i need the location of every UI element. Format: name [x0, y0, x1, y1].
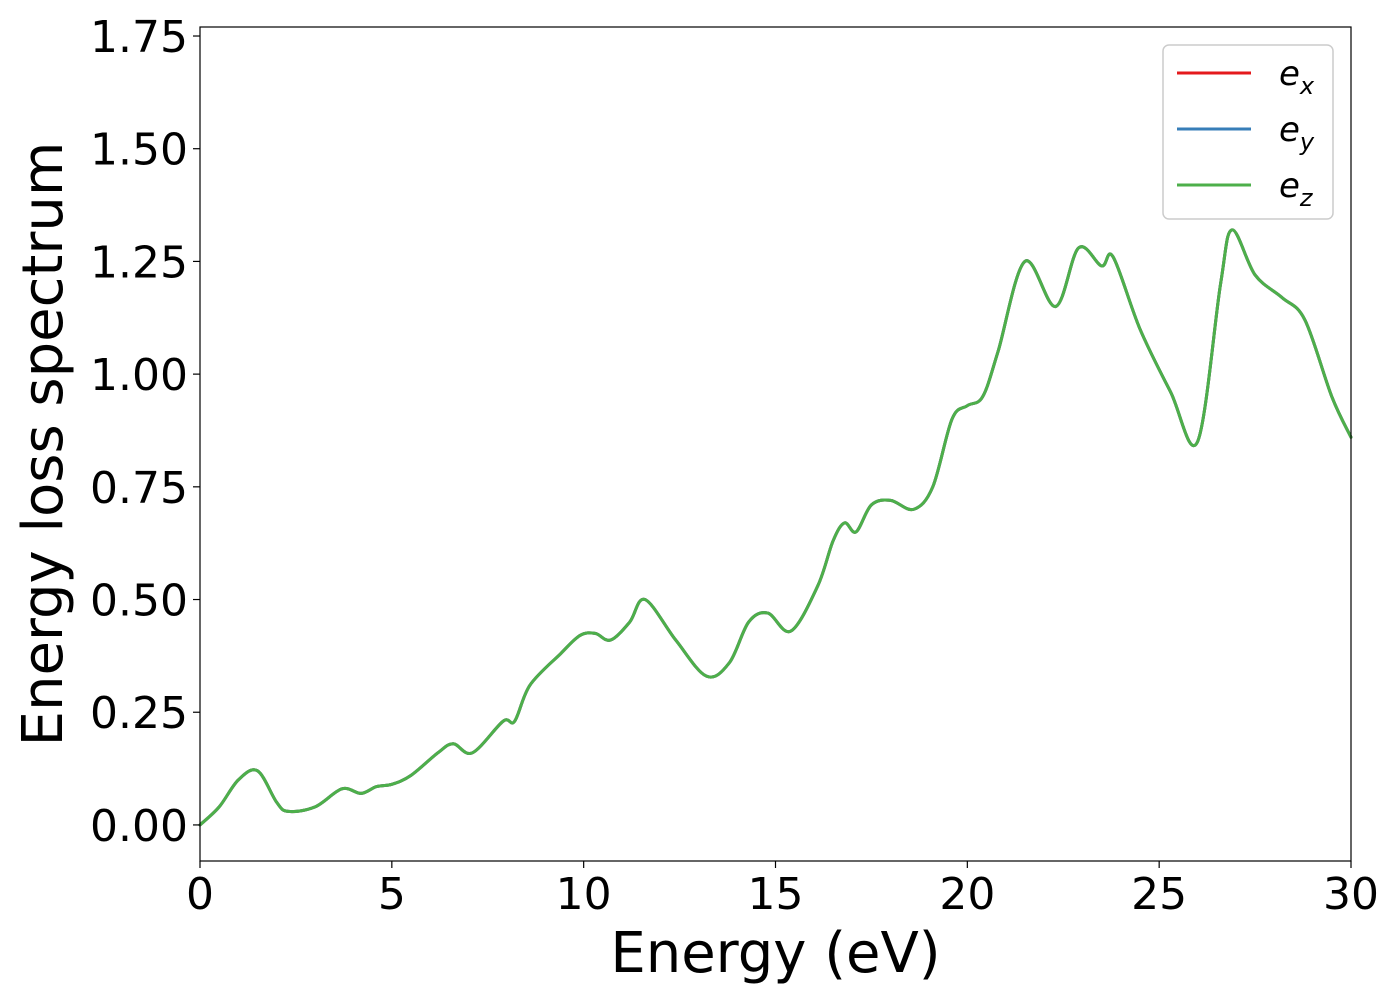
- legend-label-subscript: x: [1299, 72, 1315, 100]
- y-tick-label: 0.25: [90, 688, 188, 739]
- y-tick-label: 1.00: [90, 350, 188, 401]
- y-tick-label: 1.25: [90, 237, 188, 288]
- legend-label-x: ex: [1279, 54, 1315, 100]
- x-tick-label: 15: [748, 869, 804, 920]
- legend-box: [1162, 44, 1334, 220]
- series-line-e-y: [198, 228, 1353, 827]
- x-tick-label: 30: [1323, 869, 1379, 920]
- y-tick-label: 0.75: [90, 463, 188, 514]
- x-tick-label: 20: [939, 869, 995, 920]
- y-axis-ticks: 0.00 0.25 0.50 0.75 1.00 1.25 1.50 1.75: [90, 12, 200, 852]
- x-tick-label: 10: [556, 869, 612, 920]
- x-tick-label: 0: [186, 869, 214, 920]
- x-tick-label: 5: [378, 869, 406, 920]
- legend-label-base: e: [1279, 166, 1300, 206]
- series-line-e-x: [198, 228, 1353, 827]
- series-layer: [198, 228, 1353, 827]
- legend-label-subscript: z: [1299, 184, 1314, 212]
- legend-label-base: e: [1279, 54, 1300, 94]
- x-axis-label: Energy (eV): [610, 921, 940, 986]
- y-axis-label: Energy loss spectrum: [11, 142, 76, 747]
- y-tick-label: 1.50: [90, 125, 188, 176]
- series-line-e-z: [198, 228, 1353, 827]
- y-tick-label: 0.00: [90, 801, 188, 852]
- x-tick-label: 25: [1131, 869, 1187, 920]
- legend-label-y: ey: [1279, 110, 1315, 156]
- x-axis-ticks: 0 5 10 15 20 25 30: [186, 861, 1379, 920]
- y-tick-label: 1.75: [90, 12, 188, 63]
- legend-label-z: ez: [1279, 166, 1314, 212]
- legend-label-subscript: y: [1299, 128, 1315, 156]
- y-tick-label: 0.50: [90, 576, 188, 627]
- legend-label-base: e: [1279, 110, 1300, 150]
